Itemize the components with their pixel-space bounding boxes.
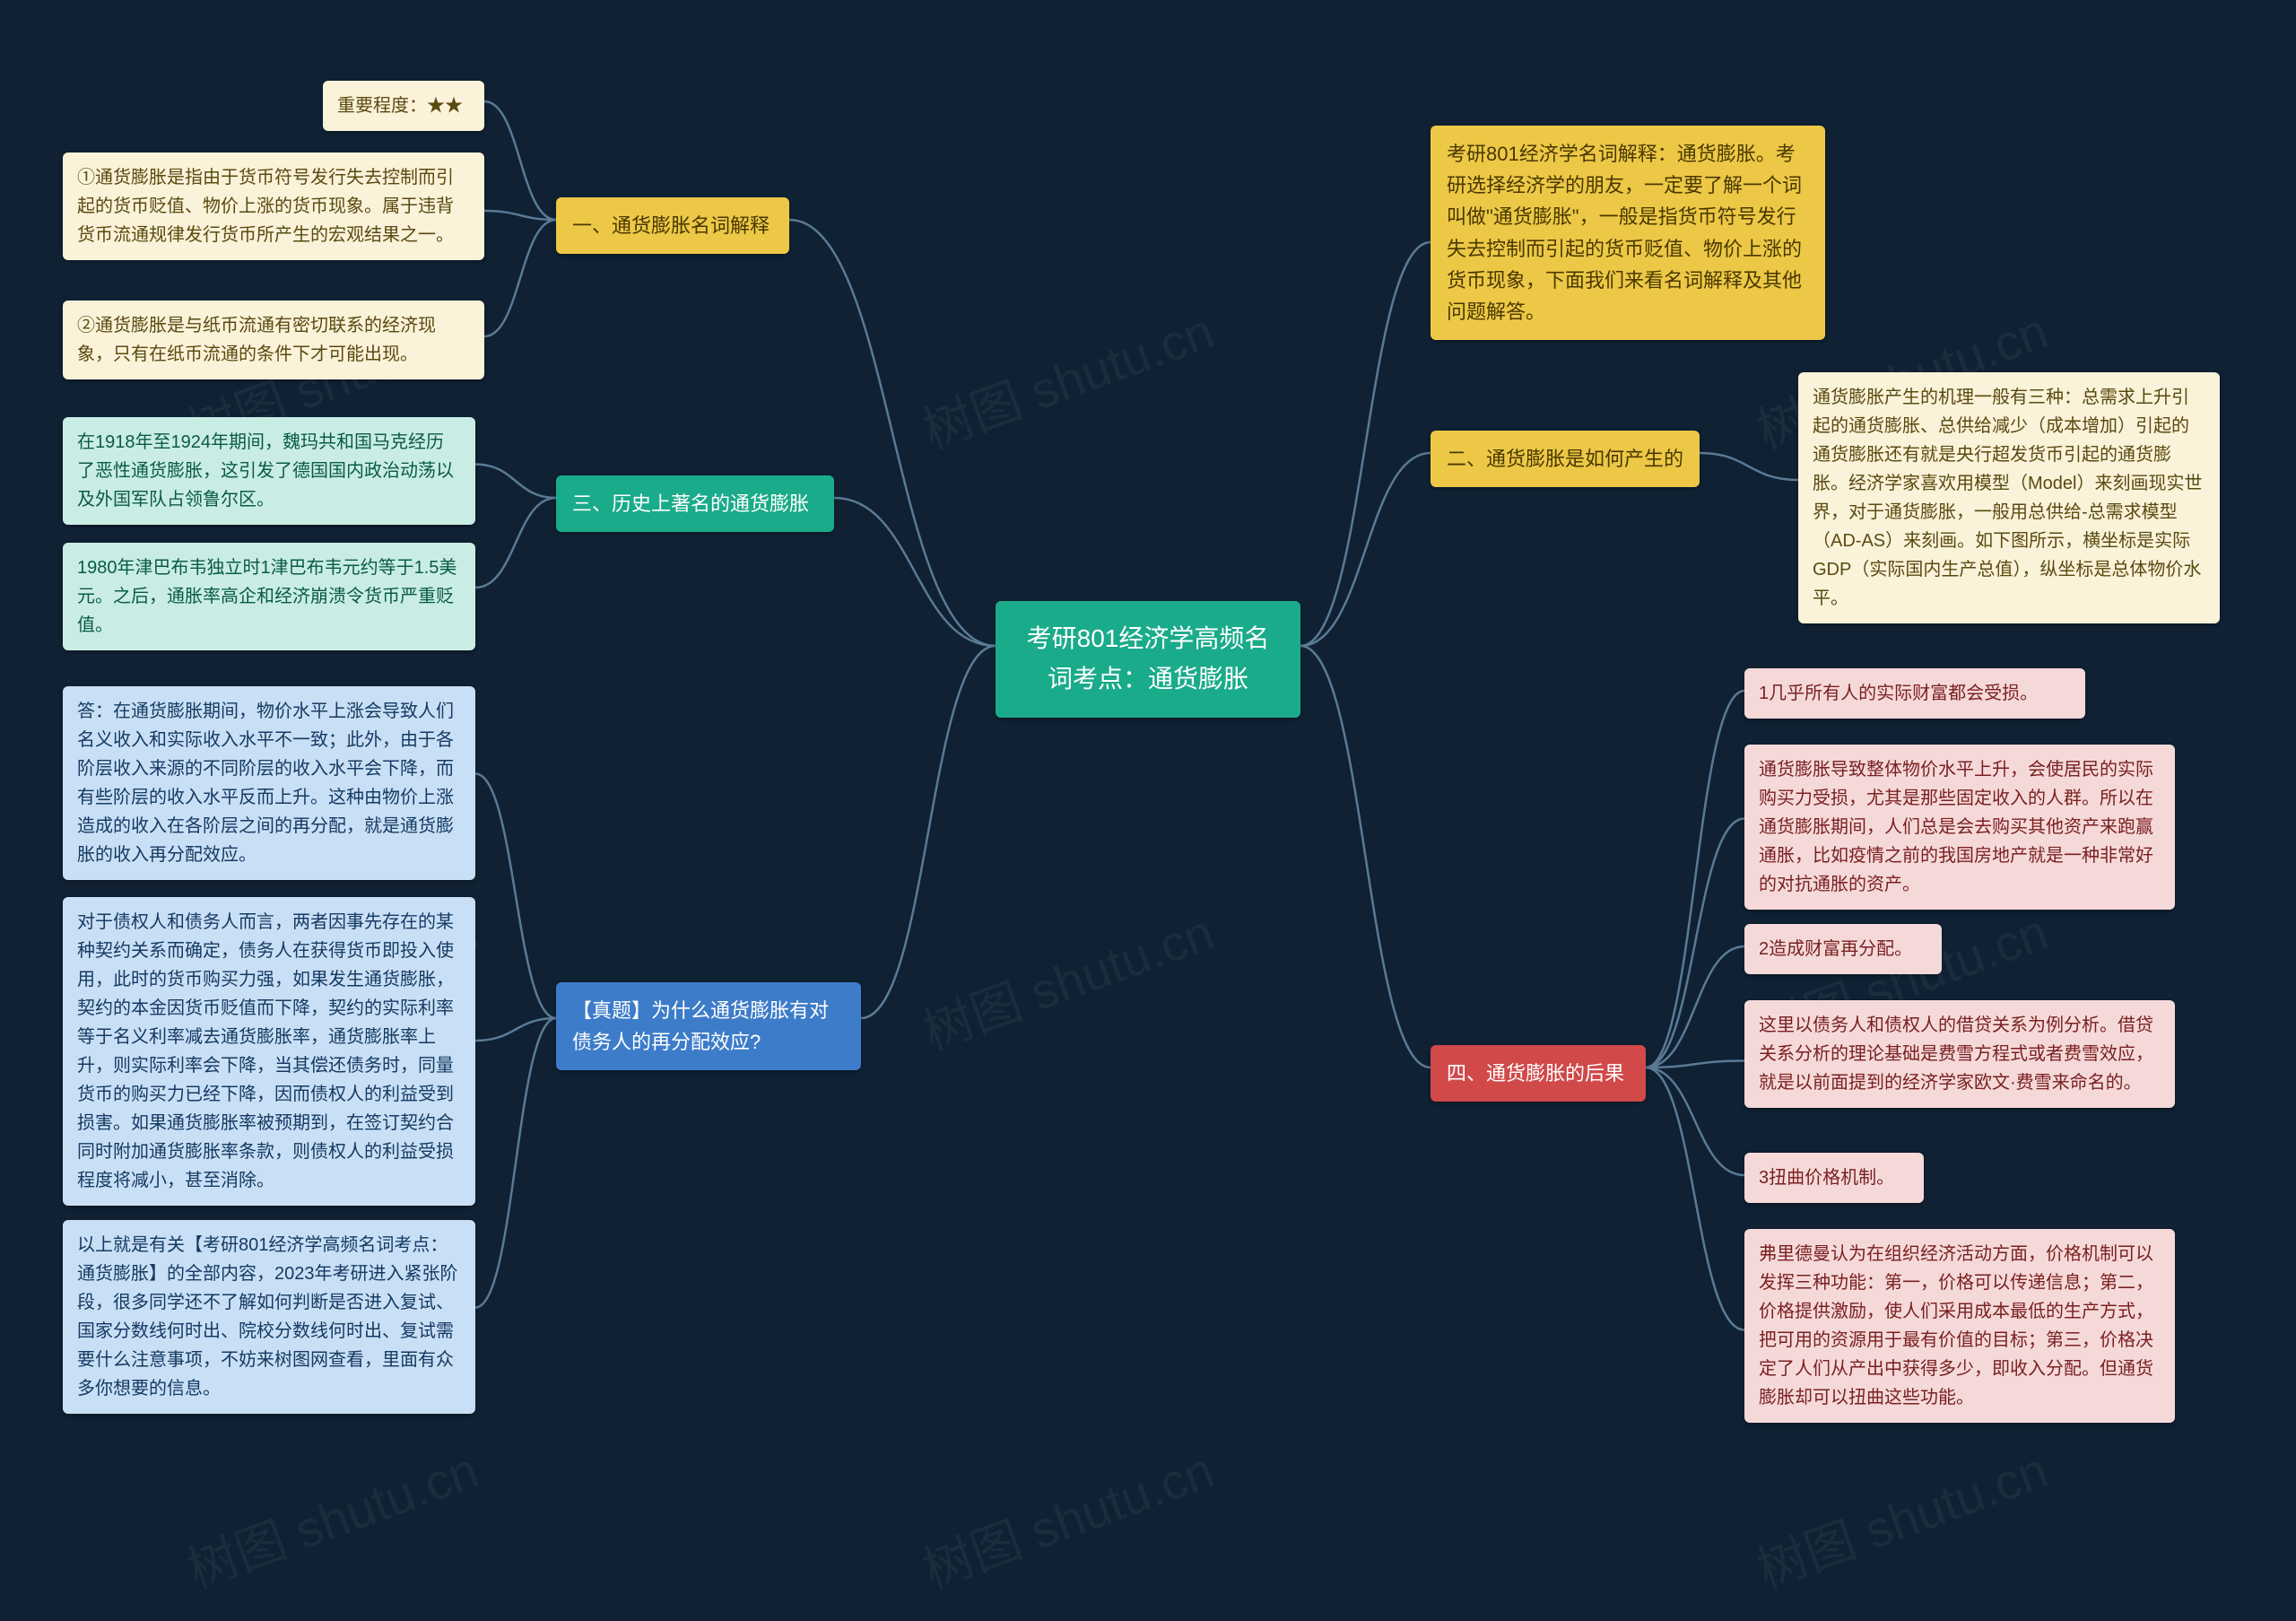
leaf-b1-2[interactable]: ②通货膨胀是与纸币流通有密切联系的经济现象，只有在纸币流通的条件下才可能出现。 — [63, 301, 484, 379]
watermark: 树图 shutu.cn — [911, 1430, 1222, 1602]
branch-b3[interactable]: 三、历史上著名的通货膨胀 — [556, 475, 834, 532]
watermark: 树图 shutu.cn — [911, 291, 1222, 463]
leaf-bq-2[interactable]: 以上就是有关【考研801经济学高频名词考点：通货膨胀】的全部内容，2023年考研… — [63, 1220, 475, 1414]
watermark: 树图 shutu.cn — [911, 892, 1222, 1064]
leaf-b2-0[interactable]: 通货膨胀产生的机理一般有三种：总需求上升引起的通货膨胀、总供给减少（成本增加）引… — [1798, 372, 2220, 623]
leaf-b1-1[interactable]: ①通货膨胀是指由于货币符号发行失去控制而引起的货币贬值、物价上涨的货币现象。属于… — [63, 153, 484, 260]
center-topic[interactable]: 考研801经济学高频名词考点：通货膨胀 — [996, 601, 1300, 718]
watermark: 树图 shutu.cn — [1745, 1430, 2057, 1602]
watermark: 树图 shutu.cn — [176, 1430, 487, 1602]
leaf-b3-0[interactable]: 在1918年至1924年期间，魏玛共和国马克经历了恶性通货膨胀，这引发了德国国内… — [63, 417, 475, 525]
leaf-b4-4[interactable]: 3扭曲价格机制。 — [1744, 1153, 1924, 1203]
leaf-bq-0[interactable]: 答：在通货膨胀期间，物价水平上涨会导致人们名义收入和实际收入水平不一致；此外，由… — [63, 686, 475, 880]
leaf-b4-3[interactable]: 这里以债务人和债权人的借贷关系为例分析。借贷关系分析的理论基础是费雪方程式或者费… — [1744, 1000, 2175, 1108]
branch-b4[interactable]: 四、通货膨胀的后果 — [1431, 1045, 1646, 1102]
branch-bq[interactable]: 【真题】为什么通货膨胀有对债务人的再分配效应? — [556, 982, 861, 1070]
leaf-b4-1[interactable]: 通货膨胀导致整体物价水平上升，会使居民的实际购买力受损，尤其是那些固定收入的人群… — [1744, 745, 2175, 910]
leaf-bq-1[interactable]: 对于债权人和债务人而言，两者因事先存在的某种契约关系而确定，债务人在获得货币即投… — [63, 897, 475, 1206]
leaf-b4-2[interactable]: 2造成财富再分配。 — [1744, 924, 1942, 974]
leaf-b1-0[interactable]: 重要程度：★★ — [323, 81, 484, 131]
leaf-b3-1[interactable]: 1980年津巴布韦独立时1津巴布韦元约等于1.5美元。之后，通胀率高企和经济崩溃… — [63, 543, 475, 650]
branch-intro[interactable]: 考研801经济学名词解释：通货膨胀。考研选择经济学的朋友，一定要了解一个词叫做"… — [1431, 126, 1825, 340]
branch-b1[interactable]: 一、通货膨胀名词解释 — [556, 197, 789, 254]
leaf-b4-5[interactable]: 弗里德曼认为在组织经济活动方面，价格机制可以发挥三种功能：第一，价格可以传递信息… — [1744, 1229, 2175, 1423]
leaf-b4-0[interactable]: 1几乎所有人的实际财富都会受损。 — [1744, 668, 2085, 719]
branch-b2[interactable]: 二、通货膨胀是如何产生的 — [1431, 431, 1700, 487]
